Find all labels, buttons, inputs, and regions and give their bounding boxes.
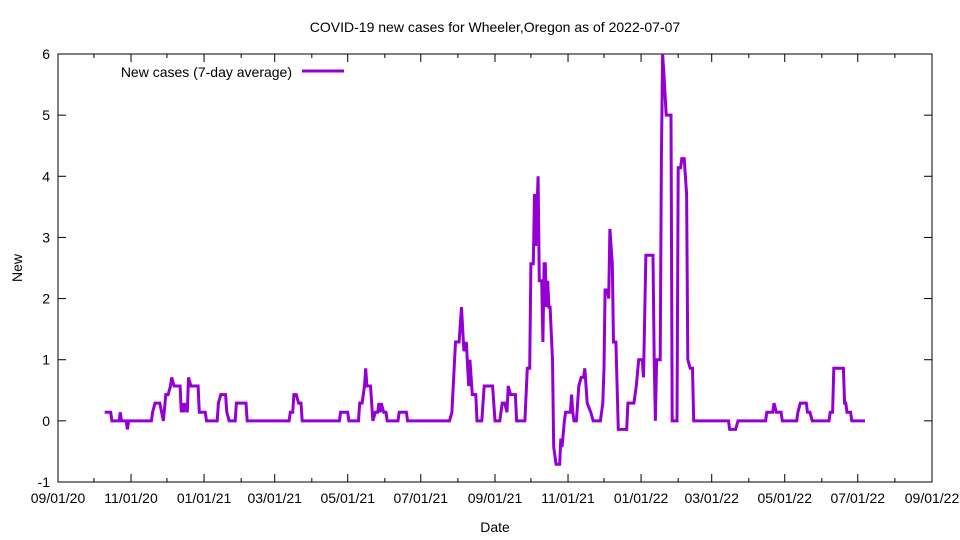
y-tick-label: 1: [42, 352, 50, 368]
x-tick-label: 11/01/20: [104, 490, 158, 506]
x-tick-label: 09/01/21: [468, 490, 523, 506]
y-tick-label: 4: [42, 168, 50, 184]
x-tick-label: 11/01/21: [541, 490, 595, 506]
y-tick-label: 3: [42, 229, 50, 245]
x-tick-label: 01/01/22: [614, 490, 669, 506]
x-tick-label: 05/01/22: [757, 490, 812, 506]
chart-title: COVID-19 new cases for Wheeler,Oregon as…: [310, 19, 681, 35]
x-tick-label: 05/01/21: [320, 490, 375, 506]
y-tick-label: 5: [42, 107, 50, 123]
x-tick-label: 03/01/21: [247, 490, 302, 506]
x-axis-label: Date: [480, 519, 510, 535]
x-tick-label: 03/01/22: [684, 490, 739, 506]
y-tick-label: -1: [38, 474, 51, 490]
series-line-new-cases: [104, 53, 865, 466]
x-tick-label: 07/01/21: [394, 490, 449, 506]
x-tick-label: 09/01/22: [905, 490, 960, 506]
legend-entry-label: New cases (7-day average): [121, 64, 292, 80]
y-tick-label: 2: [42, 291, 50, 307]
x-tick-label: 01/01/21: [177, 490, 232, 506]
x-tick-label: 07/01/22: [831, 490, 886, 506]
y-tick-label: 0: [42, 413, 50, 429]
y-tick-label: 6: [42, 46, 50, 62]
x-tick-label: 09/01/20: [31, 490, 86, 506]
axis-tick-labels: -1 0 1 2 3 4 5 6 09/01/20 11/01/20 01/01/21 03/01/2…: [31, 46, 960, 506]
y-axis-label: New: [9, 253, 25, 282]
axis-ticks: [57, 53, 933, 483]
